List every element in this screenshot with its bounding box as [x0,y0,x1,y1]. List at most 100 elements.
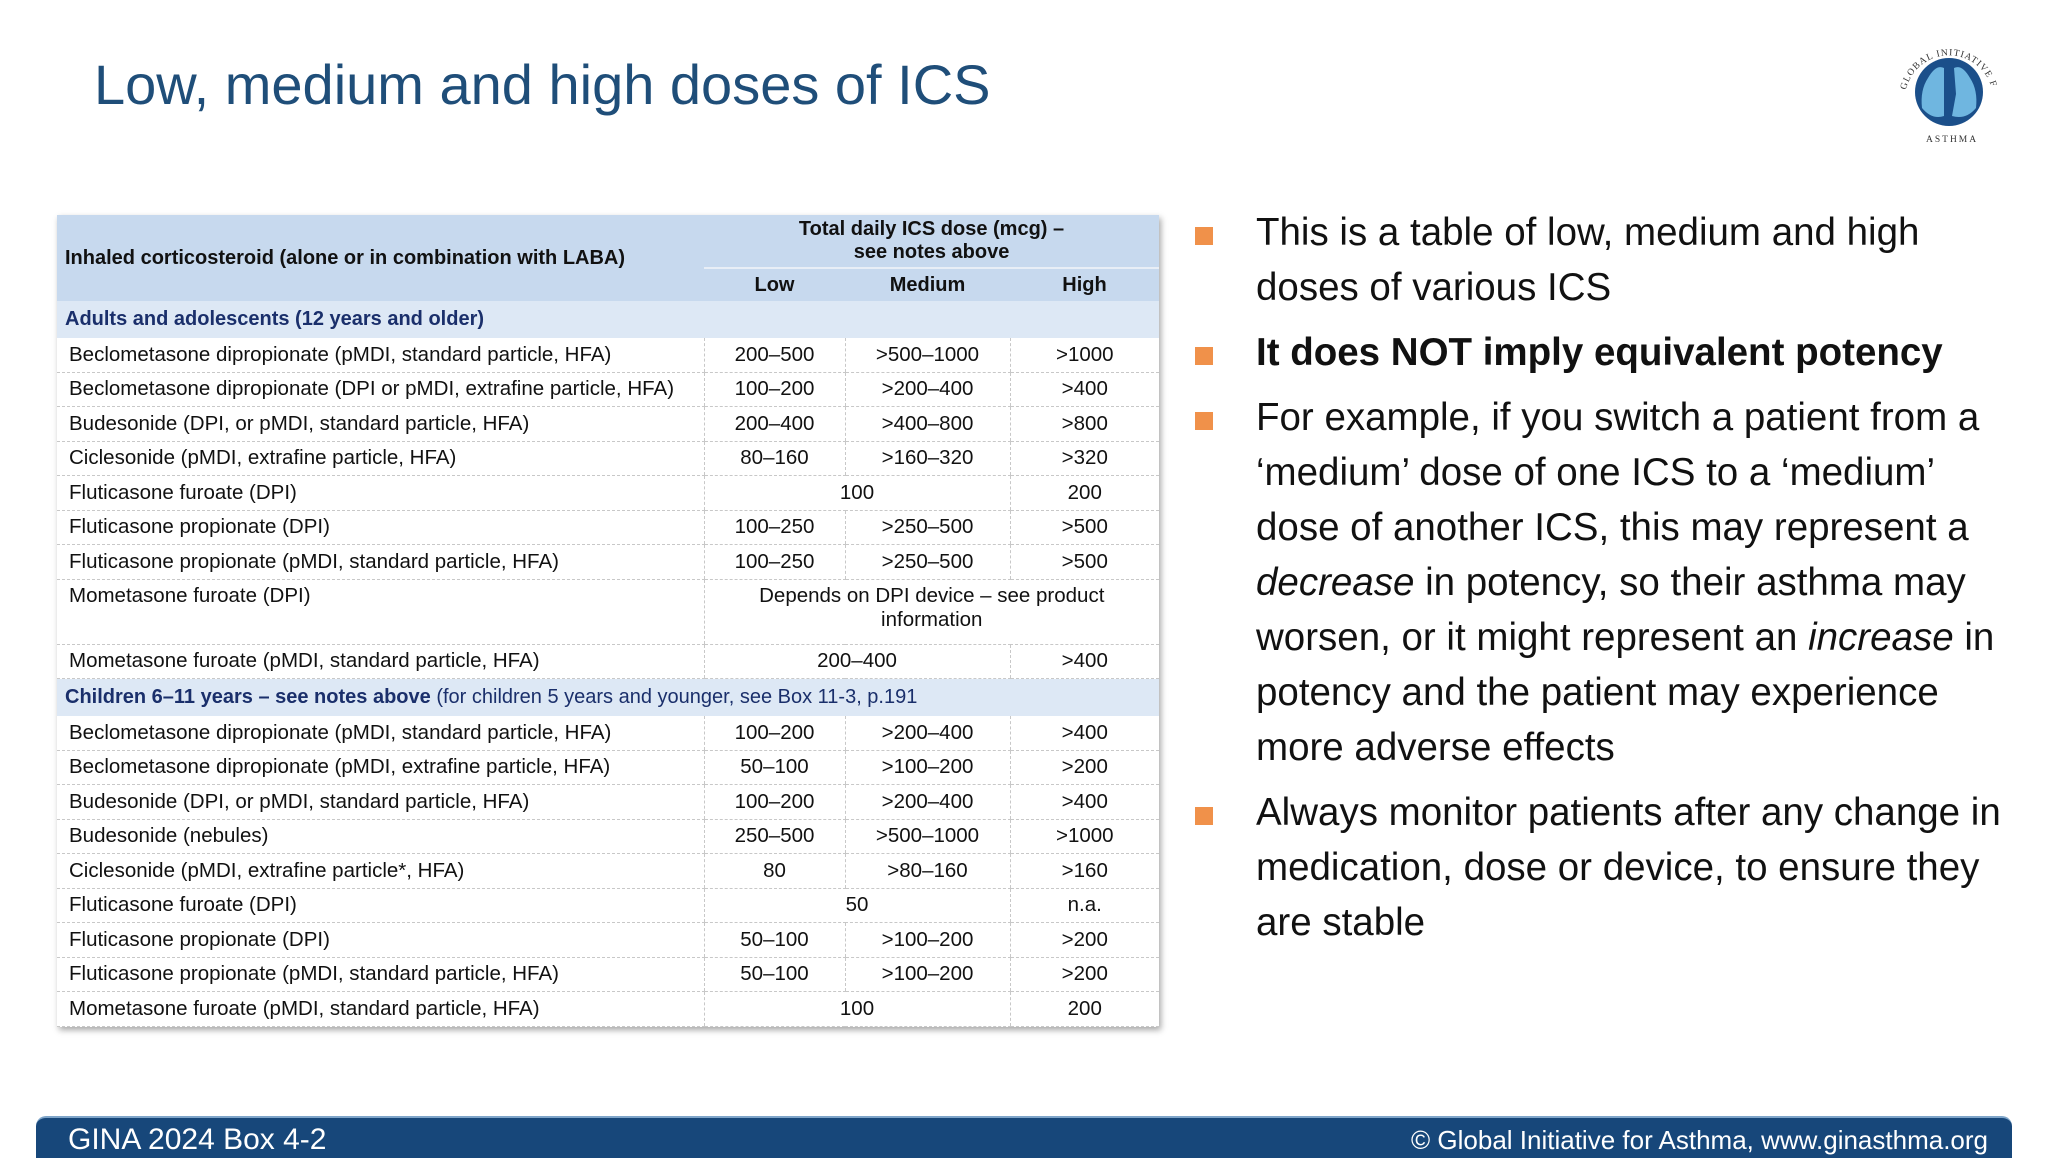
low-dose-cell: 100–250 [703,544,845,580]
high-dose-cell: >400 [1009,644,1160,679]
bullet-item: Always monitor patients after any change… [1190,785,2010,950]
ics-name-cell: Budesonide (DPI, or pMDI, standard parti… [57,784,704,820]
table-row: Mometasone furoate (pMDI, standard parti… [57,644,1160,679]
high-dose-cell: >400 [1009,784,1160,820]
low-dose-cell: 100–200 [703,784,845,820]
low-dose-cell: 50–100 [703,922,845,958]
low-dose-cell: 80–160 [703,441,845,476]
medium-dose-cell: >80–160 [844,853,1010,889]
medium-dose-cell: >100–200 [844,957,1010,992]
dose-note-cell: Depends on DPI device – see product info… [703,579,1160,645]
ics-name-cell: Budesonide (nebules) [57,819,704,854]
medium-dose-cell: >100–200 [844,922,1010,958]
low-medium-dose-cell: 100 [703,991,1010,1027]
low-medium-dose-cell: 100 [703,475,1010,511]
low-dose-cell: 200–400 [703,406,845,442]
low-dose-cell: 100–200 [703,372,845,407]
ics-name-cell: Fluticasone furoate (DPI) [57,888,704,923]
bullet-item: This is a table of low, medium and high … [1190,205,2010,315]
high-dose-cell: >1000 [1009,819,1160,854]
header-ics: Inhaled corticosteroid (alone or in comb… [57,215,704,301]
footer-bar: GINA 2024 Box 4-2 © Global Initiative fo… [36,1116,2012,1158]
table-row: Beclometasone dipropionate (pMDI, standa… [57,338,1160,373]
ics-name-cell: Fluticasone propionate (DPI) [57,510,704,545]
ics-name-cell: Ciclesonide (pMDI, extrafine particle*, … [57,853,704,889]
high-dose-cell: >400 [1009,716,1160,751]
table-row: Fluticasone propionate (DPI) 50–100 >100–2… [57,922,1160,958]
high-dose-cell: >800 [1009,406,1160,442]
low-medium-dose-cell: 50 [703,888,1010,923]
medium-dose-cell: >160–320 [844,441,1010,476]
table-row: Ciclesonide (pMDI, extrafine particle*, … [57,853,1160,889]
medium-dose-cell: >400–800 [844,406,1010,442]
ics-name-cell: Fluticasone propionate (pMDI, standard p… [57,544,704,580]
ics-name-cell: Mometasone furoate (pMDI, standard parti… [57,644,704,679]
ics-name-cell: Fluticasone furoate (DPI) [57,475,704,511]
medium-dose-cell: >500–1000 [844,819,1010,854]
footer-source: GINA 2024 Box 4-2 [68,1123,327,1156]
low-dose-cell: 200–500 [703,338,845,373]
high-dose-cell: >500 [1009,544,1160,580]
medium-dose-cell: >100–200 [844,750,1010,785]
table-row: Budesonide (nebules) 250–500 >500–1000 >100… [57,819,1160,854]
high-dose-cell: >320 [1009,441,1160,476]
ics-name-cell: Beclometasone dipropionate (pMDI, standa… [57,338,704,373]
bullet-square-icon [1195,807,1213,825]
table-row: Beclometasone dipropionate (pMDI, standa… [57,716,1160,751]
low-dose-cell: 50–100 [703,957,845,992]
high-dose-cell: >1000 [1009,338,1160,373]
ics-name-cell: Mometasone furoate (DPI) [57,579,704,645]
bullet-square-icon [1195,347,1213,365]
bullet-item: It does NOT imply equivalent potency [1190,325,2010,380]
medium-dose-cell: >200–400 [844,784,1010,820]
section-header-row: Adults and adolescents (12 years and old… [57,301,1160,338]
section-title: Adults and adolescents (12 years and old… [65,308,485,330]
table-row: Mometasone furoate (pMDI, standard parti… [57,991,1160,1027]
medium-dose-cell: >200–400 [844,716,1010,751]
table-row: Ciclesonide (pMDI, extrafine particle, H… [57,441,1160,476]
ics-name-cell: Budesonide (DPI, or pMDI, standard parti… [57,406,704,442]
ics-name-cell: Beclometasone dipropionate (pMDI, standa… [57,716,704,751]
section-header-row: Children 6–11 years – see notes above (f… [57,678,1160,716]
header-low: Low [704,268,845,301]
section-note: (for children 5 years and younger, see B… [430,686,918,708]
low-dose-cell: 250–500 [703,819,845,854]
high-dose-cell: >200 [1009,750,1160,785]
table-row: Fluticasone furoate (DPI) 50 n.a. [57,888,1160,923]
table-row: Fluticasone propionate (pMDI, standard p… [57,544,1160,580]
table-row: Fluticasone furoate (DPI) 100 200 [57,475,1160,511]
high-dose-cell: >160 [1009,853,1160,889]
table-row: Fluticasone propionate (DPI) 100–250 >250–… [57,510,1160,545]
low-dose-cell: 100–250 [703,510,845,545]
svg-text:ASTHMA: ASTHMA [1926,135,1978,145]
high-dose-cell: 200 [1009,475,1160,511]
high-dose-cell: >200 [1009,957,1160,992]
table-row: Beclometasone dipropionate (DPI or pMDI,… [57,372,1160,407]
header-high: High [1010,268,1160,301]
low-dose-cell: 50–100 [703,750,845,785]
bullet-square-icon [1195,227,1213,245]
low-medium-dose-cell: 200–400 [703,644,1010,679]
bullet-square-icon [1195,412,1213,430]
slide-title: Low, medium and high doses of ICS [94,53,991,116]
high-dose-cell: >500 [1009,510,1160,545]
high-dose-cell: n.a. [1009,888,1160,923]
gina-logo-icon: GLOBAL INITIATIVE FOR ASTHMA [1880,21,2014,150]
ics-name-cell: Beclometasone dipropionate (pMDI, extraf… [57,750,704,785]
high-dose-cell: >400 [1009,372,1160,407]
table-row: Beclometasone dipropionate (pMDI, extraf… [57,750,1160,785]
ics-name-cell: Ciclesonide (pMDI, extrafine particle, H… [57,441,704,476]
footer-copyright: © Global Initiative for Asthma, www.gina… [1411,1125,1988,1155]
high-dose-cell: >200 [1009,922,1160,958]
medium-dose-cell: >500–1000 [844,338,1010,373]
table-row: Budesonide (DPI, or pMDI, standard parti… [57,784,1160,820]
ics-name-cell: Fluticasone propionate (pMDI, standard p… [57,957,704,992]
ics-name-cell: Beclometasone dipropionate (DPI or pMDI,… [57,372,704,407]
ics-dose-table: Inhaled corticosteroid (alone or in comb… [57,215,1160,1027]
bullet-item: For example, if you switch a patient fro… [1190,390,2010,775]
low-dose-cell: 100–200 [703,716,845,751]
table-row: Mometasone furoate (DPI) Depends on DPI d… [57,579,1160,645]
medium-dose-cell: >200–400 [844,372,1010,407]
high-dose-cell: 200 [1009,991,1160,1027]
table-row: Budesonide (DPI, or pMDI, standard parti… [57,406,1160,442]
